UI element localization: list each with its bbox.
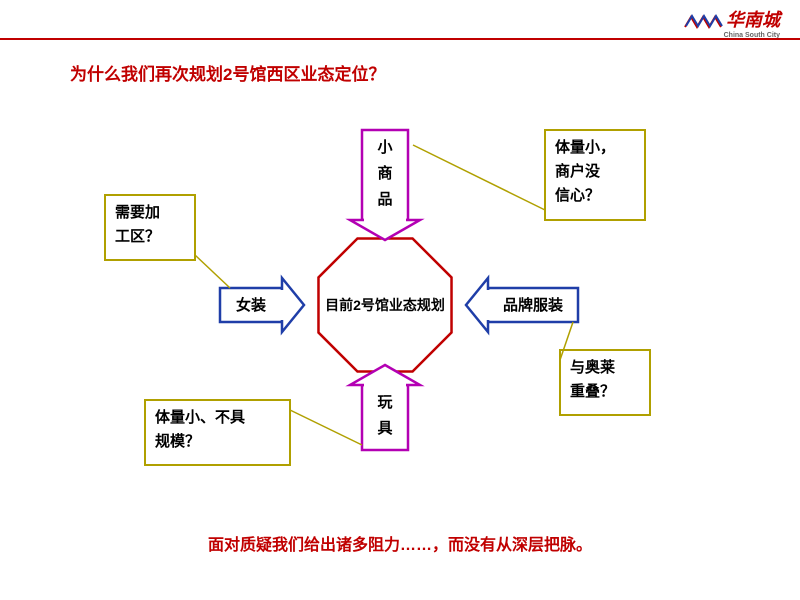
svg-text:体量小，: 体量小， — [555, 138, 615, 156]
svg-text:信心？: 信心？ — [555, 186, 600, 204]
svg-text:品: 品 — [377, 191, 392, 208]
footer-text: 面对质疑我们给出诸多阻力……，而没有从深层把脉。 — [0, 531, 800, 555]
svg-text:规模？: 规模？ — [155, 432, 200, 450]
diagram: 目前2号馆业态规划小商品玩具 女装 品牌服装 体量小， 商户没信心？ 需要加工区？ 体量小、… — [0, 0, 800, 600]
svg-text:玩: 玩 — [377, 394, 392, 411]
svg-text:目前2号馆业态规划: 目前2号馆业态规划 — [325, 297, 445, 313]
svg-text:小: 小 — [377, 139, 392, 156]
svg-text:重叠？: 重叠？ — [570, 382, 615, 400]
svg-text:需要加: 需要加 — [115, 203, 160, 221]
svg-text:商户没: 商户没 — [555, 162, 601, 180]
svg-text:品牌服装: 品牌服装 — [503, 296, 564, 314]
svg-text:与奥莱: 与奥莱 — [570, 358, 615, 376]
svg-text:工区？: 工区？ — [115, 228, 160, 245]
svg-text:体量小、不具: 体量小、不具 — [155, 408, 245, 426]
svg-text:商: 商 — [377, 164, 392, 182]
svg-text:具: 具 — [377, 420, 392, 437]
svg-text:女装: 女装 — [236, 296, 267, 314]
